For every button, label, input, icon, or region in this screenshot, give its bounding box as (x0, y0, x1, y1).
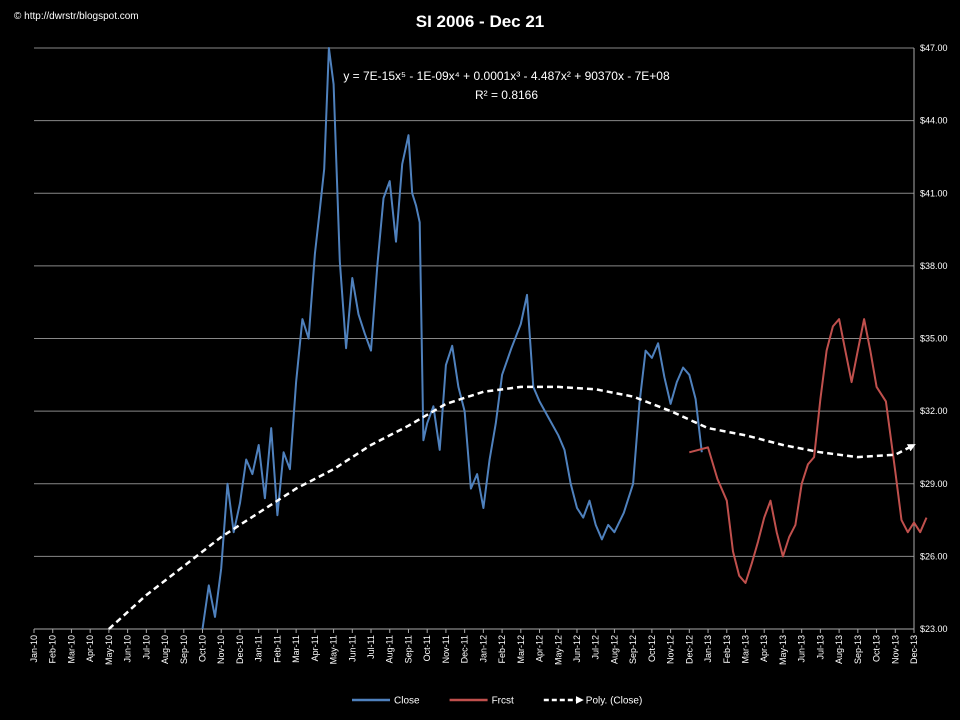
x-tick-label: Dec-10 (235, 635, 245, 664)
x-tick-label: Apr-13 (759, 635, 769, 662)
x-tick-label: Dec-11 (460, 635, 470, 663)
copyright-notice: © http://dwrstr/blogspot.com (14, 11, 139, 22)
x-tick-label: Jun-11 (347, 635, 357, 662)
x-tick-label: Sep-11 (403, 635, 413, 663)
x-tick-label: Aug-12 (609, 635, 619, 664)
chart-title: SI 2006 - Dec 21 (415, 12, 545, 31)
x-tick-label: Jan-12 (478, 635, 488, 663)
x-tick-label: Jul-13 (815, 635, 825, 660)
x-tick-label: Jun-12 (572, 635, 582, 663)
x-tick-label: Mar-10 (66, 635, 76, 664)
x-tick-label: Oct-12 (647, 635, 657, 662)
x-tick-label: Nov-12 (666, 635, 676, 664)
x-tick-label: Oct-13 (872, 635, 882, 662)
x-tick-label: Feb-10 (48, 635, 58, 664)
x-tick-label: Feb-11 (272, 635, 282, 663)
x-tick-label: Sep-12 (628, 635, 638, 664)
x-tick-label: Nov-10 (216, 635, 226, 664)
x-tick-label: Jan-13 (703, 635, 713, 663)
plot-area (108, 47, 928, 630)
y-tick-label: $44.00 (920, 116, 948, 126)
x-tick-label: May-10 (104, 635, 114, 665)
equation-formula: y = 7E-15x⁵ - 1E-09x⁴ + 0.0001x³ - 4.487… (343, 69, 670, 83)
legend: Close Frcst Poly. (Close) (352, 696, 642, 707)
x-tick-label: Apr-12 (535, 635, 545, 662)
x-tick-label: Jun-10 (123, 635, 133, 663)
x-tick-label: Aug-11 (385, 635, 395, 663)
x-tick-label: Dec-13 (909, 635, 919, 664)
x-tick-label: Mar-13 (740, 635, 750, 664)
axes: $23.00 $26.00 $29.00 $32.00 $35.00 $38.00 $41.… (29, 43, 948, 665)
x-tick-label: Apr-10 (85, 635, 95, 662)
x-tick-label: Feb-13 (722, 635, 732, 664)
legend-label-close: Close (394, 696, 420, 707)
y-tick-label: $26.00 (920, 551, 948, 561)
y-tick-label: $32.00 (920, 406, 948, 416)
x-tick-label: Sep-13 (853, 635, 863, 664)
x-tick-label: Aug-13 (834, 635, 844, 664)
x-tick-label: Jan-11 (254, 635, 264, 662)
y-tick-label: $35.00 (920, 334, 948, 344)
trendline-equation: y = 7E-15x⁵ - 1E-09x⁴ + 0.0001x³ - 4.487… (0, 67, 960, 105)
x-tick-label: May-13 (778, 635, 788, 665)
x-tick-label: Apr-11 (310, 635, 320, 661)
x-tick-label: Aug-10 (160, 635, 170, 664)
y-tick-label: $23.00 (920, 624, 948, 634)
x-tick-label: Jul-11 (366, 635, 376, 659)
x-tick-label: May-11 (329, 635, 339, 664)
x-tick-label: Jan-10 (29, 635, 39, 663)
y-tick-label: $38.00 (920, 261, 948, 271)
legend-label-frcst: Frcst (492, 696, 514, 707)
x-tick-label: Mar-11 (291, 635, 301, 663)
gridlines (34, 47, 914, 557)
series-line-frcst (689, 318, 928, 584)
y-tick-label: $47.00 (920, 43, 948, 53)
x-tick-label: Jul-10 (141, 635, 151, 660)
x-tick-label: May-12 (553, 635, 563, 665)
x-tick-label: Mar-12 (516, 635, 526, 664)
series-line-poly-close (108, 385, 916, 630)
legend-label-poly-close: Poly. (Close) (586, 696, 643, 707)
y-tick-label: $41.00 (920, 188, 948, 198)
x-tick-label: Jun-13 (797, 635, 807, 663)
x-tick-label: Nov-13 (890, 635, 900, 664)
equation-r-squared: R² = 0.8166 (474, 88, 539, 102)
x-tick-label: Feb-12 (497, 635, 507, 664)
x-tick-label: Jul-12 (591, 635, 601, 660)
series-line-close (201, 47, 703, 630)
y-tick-label: $29.00 (920, 479, 948, 489)
x-tick-label: Nov-11 (441, 635, 451, 663)
x-tick-label: Oct-11 (422, 635, 432, 661)
x-tick-label: Oct-10 (198, 635, 208, 662)
x-tick-label: Dec-12 (684, 635, 694, 664)
x-tick-label: Sep-10 (179, 635, 189, 664)
